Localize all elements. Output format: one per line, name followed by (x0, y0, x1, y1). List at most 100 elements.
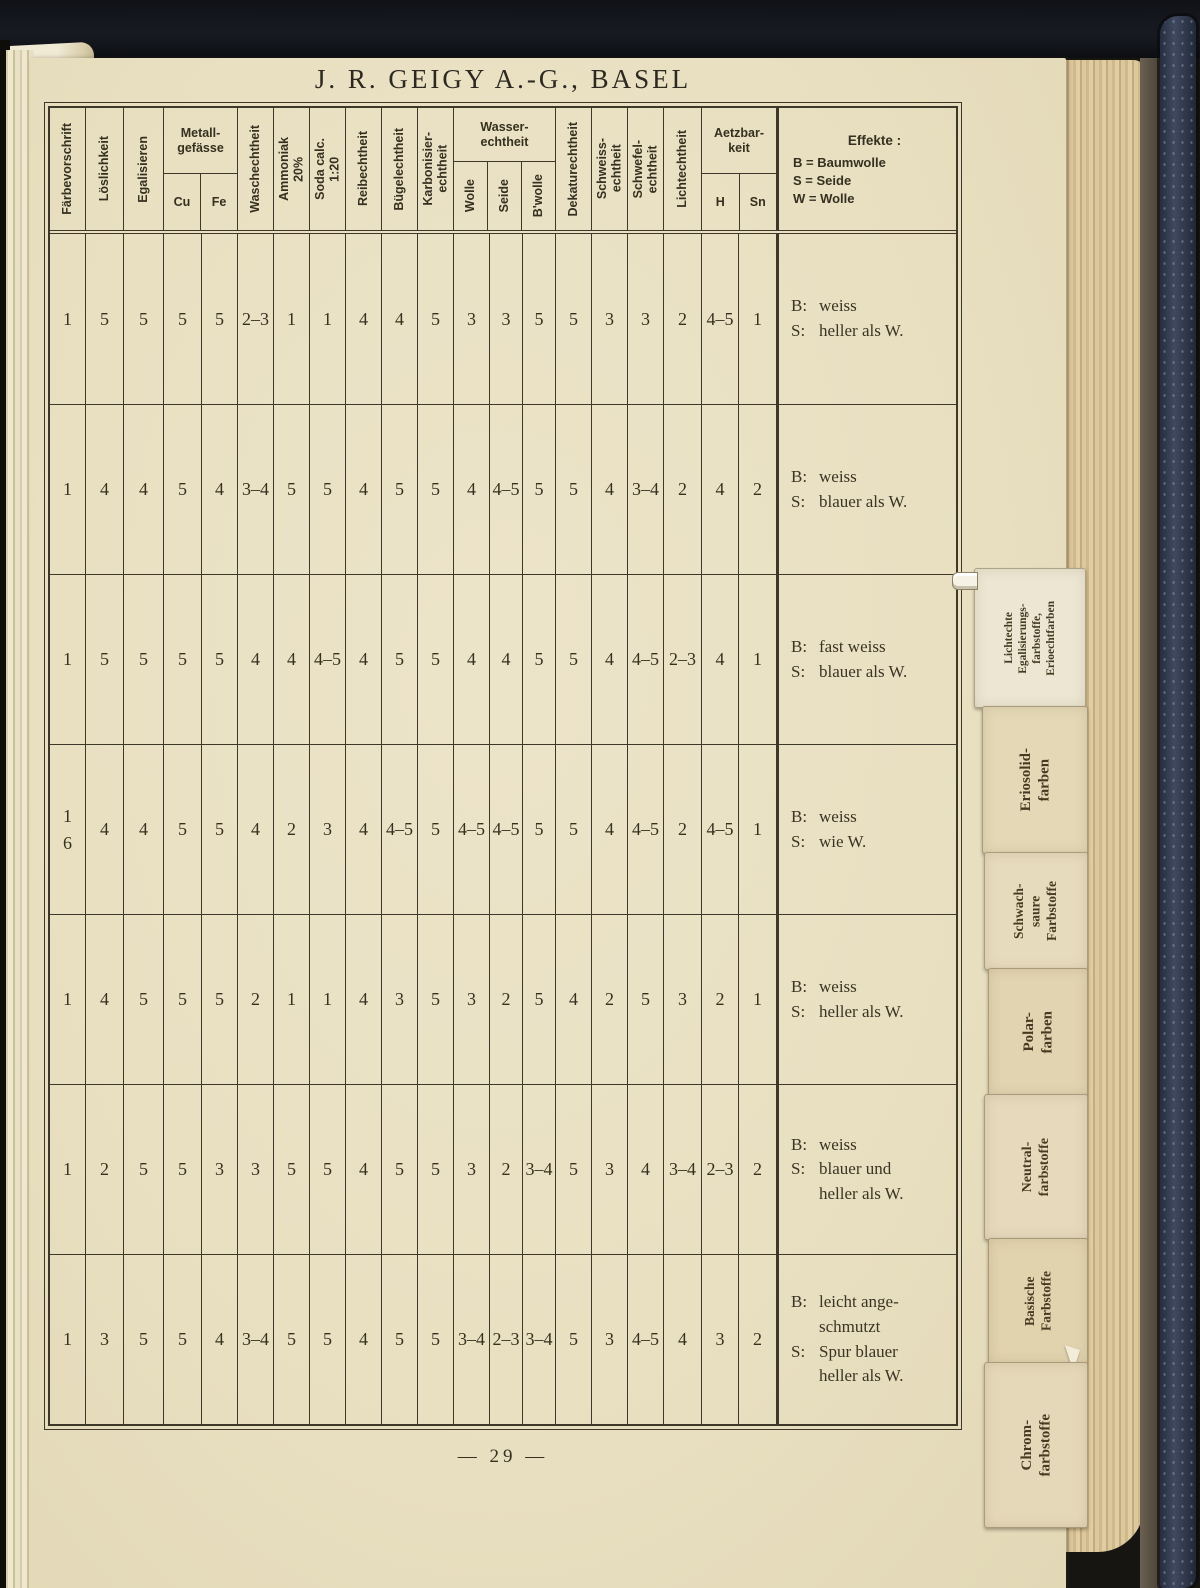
effekte-cell: B: fast weiss S: blauer als W. (777, 575, 956, 744)
col-header-karbonisierechtheit: Karbonisier- echtheit (418, 108, 454, 230)
table-row: 1 3 5 5 4 3–4 5 5 4 5 5 3–4 2–3 3–4 5 3 4–5 4 3 2 B: leicht a… (50, 1254, 956, 1424)
value-cell: 5 (418, 1085, 454, 1254)
value-cell: 2 (490, 915, 523, 1084)
col-header-reibechtheit: Reibechtheit (346, 108, 382, 230)
value-cell: 4 (702, 575, 739, 744)
value-cell: 3–4 (238, 1255, 274, 1424)
value-cell: 4 (274, 575, 310, 744)
value-cell: 2 (739, 405, 777, 574)
value-cell: 4 (346, 1255, 382, 1424)
value-cell: 4 (454, 575, 490, 744)
effekte-line: S: blauer als W. (791, 491, 908, 511)
value-cell: 5 (382, 575, 418, 744)
page-number: — 29 — (457, 1446, 549, 1467)
book-cover-right (1160, 16, 1196, 1588)
col-header-sn: Sn (738, 174, 777, 230)
value-cell: 4 (454, 405, 490, 574)
book-page: J. R. GEIGY A.-G., BASEL Färbevorschrift… (30, 58, 1066, 1588)
value-cell: 4 (346, 915, 382, 1084)
value-cell: 5 (418, 1255, 454, 1424)
col-header-buegelechtheit: Bügelechtheit (382, 108, 418, 230)
col-header-ammoniak: Ammoniak 20% (274, 108, 310, 230)
effekte-legend-seide: S = Seide (793, 172, 852, 188)
value-cell: 3 (592, 1255, 628, 1424)
value-cell: 5 (418, 405, 454, 574)
value-cell: 4 (382, 234, 418, 404)
tab-lichtechte-egalisierungsfarbstoffe: Lichtechte Egalisierungs- farbstoffe, Er… (974, 568, 1086, 708)
value-cell: 2 (702, 915, 739, 1084)
value-cell: 5 (164, 1255, 202, 1424)
value-cell: 3–4 (628, 405, 664, 574)
value-cell: 3 (592, 234, 628, 404)
table-row: 1 5 5 5 5 2–3 1 1 4 4 5 3 3 5 5 3 3 2 4–5 1 B: weiss S: heller … (50, 234, 956, 404)
value-cell: 1 (50, 575, 86, 744)
value-cell: 4 (238, 745, 274, 914)
value-cell: 5 (556, 1255, 592, 1424)
value-cell: 5 (164, 405, 202, 574)
value-cell: 4 (202, 405, 238, 574)
value-cell: 4 (86, 915, 124, 1084)
value-cell: 5 (523, 575, 556, 744)
value-cell: 5 (523, 405, 556, 574)
value-cell: 5 (556, 745, 592, 914)
value-cell: 4 (592, 575, 628, 744)
value-cell: 2 (739, 1255, 777, 1424)
col-group-metallgefaesse: Metall- gefässe Cu Fe (164, 108, 238, 230)
value-cell: 5 (202, 575, 238, 744)
value-cell: 3–4 (523, 1255, 556, 1424)
col-header-bwolle: B'wolle (521, 162, 555, 230)
value-cell: 5 (523, 745, 556, 914)
book-gutter (0, 40, 10, 1588)
effekte-line: B: fast weiss (791, 636, 886, 656)
value-cell: 4 (592, 745, 628, 914)
tab-label: Neutral- farbstoffe (1019, 1137, 1052, 1197)
value-cell: 1 (739, 915, 777, 1084)
col-header-egalisieren: Egalisieren (124, 108, 164, 230)
tab-label: Lichtechte Egalisierungs- farbstoffe, Er… (1002, 600, 1058, 676)
value-cell: 2 (739, 1085, 777, 1254)
value-cell: 4–5 (628, 745, 664, 914)
effekte-line: B: weiss (791, 1134, 857, 1154)
value-cell: 5 (418, 575, 454, 744)
value-cell: 3 (86, 1255, 124, 1424)
value-cell: 5 (164, 915, 202, 1084)
value-cell: 5 (124, 575, 164, 744)
value-cell: 3 (628, 234, 664, 404)
value-cell: 3–4 (664, 1085, 702, 1254)
value-cell: 3 (454, 234, 490, 404)
value-cell: 5 (310, 1255, 346, 1424)
col-group-aetzbarkeit: Aetzbar- keit H Sn (702, 108, 777, 230)
tab-schwachsaure-farbstoffe: Schwach- saure Farbstoffe (984, 852, 1088, 970)
value-cell: 1 (50, 1085, 86, 1254)
page-stack-left (6, 50, 34, 1588)
value-cell: 4–5 (382, 745, 418, 914)
effekte-line: B: weiss (791, 466, 857, 486)
value-cell: 5 (523, 915, 556, 1084)
col-header-fe: Fe (200, 174, 237, 230)
value-cell: 3 (592, 1085, 628, 1254)
value-cell: 4–5 (310, 575, 346, 744)
value-cell: 3 (702, 1255, 739, 1424)
value-cell: 4 (86, 405, 124, 574)
tab-label: Schwach- saure Farbstoffe (1011, 881, 1060, 941)
tab-label: Polar- farben (1020, 1010, 1055, 1054)
col-header-faerbevorschrift: Färbevorschrift (50, 108, 86, 230)
value-cell: 4–5 (628, 1255, 664, 1424)
value-cell: 2 (592, 915, 628, 1084)
value-cell: 5 (274, 1255, 310, 1424)
table-row: 1 4 5 5 5 2 1 1 4 3 5 3 2 5 4 2 5 3 2 1 B: weiss S: heller als … (50, 914, 956, 1084)
value-cell: 5 (124, 1085, 164, 1254)
col-header-dekaturechtheit: Dekaturechtheit (556, 108, 592, 230)
value-cell: 5 (202, 234, 238, 404)
col-header-waschechtheit: Waschechtheit (238, 108, 274, 230)
table-header: Färbevorschrift Löslichkeit Egalisieren … (50, 108, 956, 234)
page-marker-clip (952, 572, 978, 590)
table-row: 1 4 4 5 4 3–4 5 5 4 5 5 4 4–5 5 5 4 3–4 2 4 2 B: weiss S: blaue… (50, 404, 956, 574)
effekte-line: B: weiss (791, 976, 857, 996)
value-cell: 2 (86, 1085, 124, 1254)
value-cell: 4 (238, 575, 274, 744)
value-cell: 2–3 (490, 1255, 523, 1424)
value-cell: 4–5 (490, 405, 523, 574)
col-header-soda: Soda calc. 1:20 (310, 108, 346, 230)
value-cell: 5 (124, 1255, 164, 1424)
